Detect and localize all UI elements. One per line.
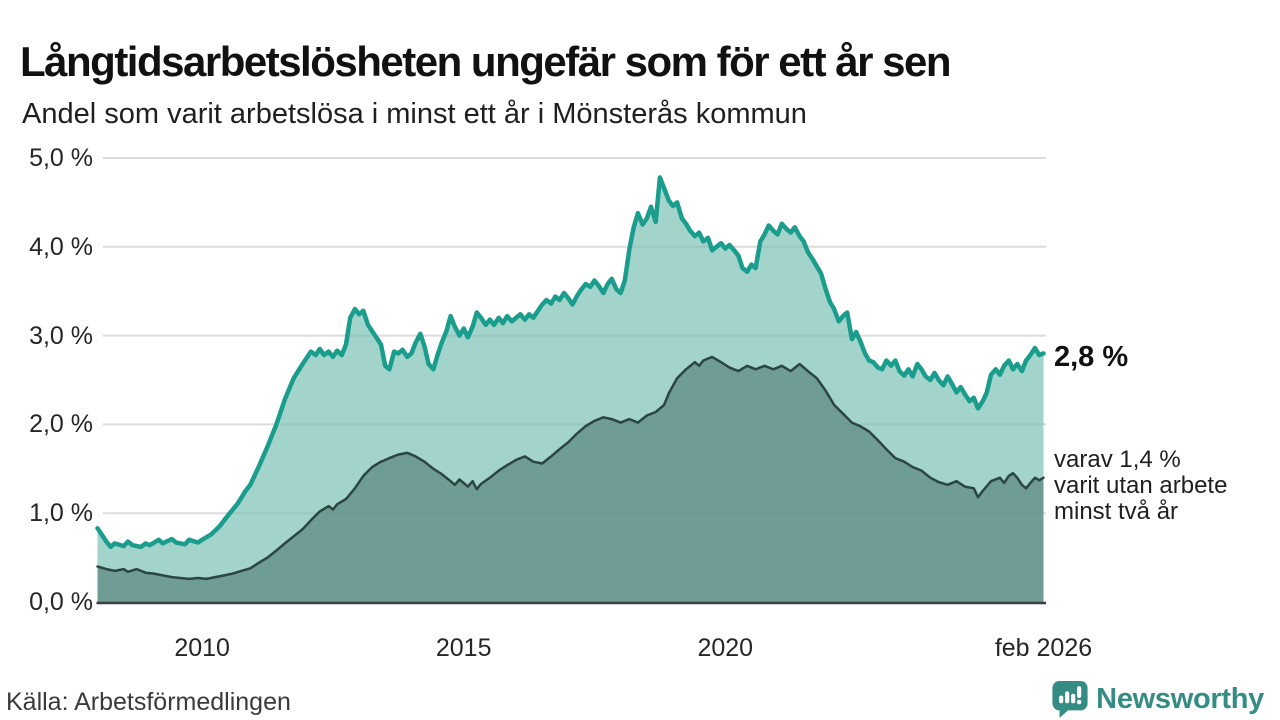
annotation-line: varav 1,4 % xyxy=(1054,446,1181,473)
x-tick-label: 2015 xyxy=(435,634,492,662)
y-tick-label: 3,0 % xyxy=(29,321,93,350)
x-tick-label: 2020 xyxy=(697,634,754,662)
newsworthy-logo: Newsworthy xyxy=(1051,679,1264,719)
y-tick-label: 1,0 % xyxy=(29,499,93,528)
latest-value-label: 2,8 % xyxy=(1054,341,1129,373)
annotation-line: minst två år xyxy=(1054,498,1179,525)
source-note: Källa: Arbetsförmedlingen xyxy=(6,688,291,716)
y-tick-label: 2,0 % xyxy=(29,410,93,439)
x-tick-label: 2010 xyxy=(174,634,230,662)
y-tick-label: 0,0 % xyxy=(29,588,93,616)
series-line-1 xyxy=(96,355,1045,581)
y-tick-label: 4,0 % xyxy=(29,232,93,261)
annotation-line: varit utan arbete xyxy=(1054,472,1228,499)
x-tick-label: feb 2026 xyxy=(994,634,1093,662)
chart-subtitle: Andel som varit arbetslösa i minst ett å… xyxy=(22,98,807,130)
y-tick-label: 5,0 % xyxy=(29,144,93,172)
secondary-series-annotation: varav 1,4 % varit utan arbete minst två … xyxy=(1054,447,1227,525)
series-area-0 xyxy=(97,177,1044,602)
newsworthy-icon xyxy=(1052,680,1088,718)
page-title: Långtidsarbetslösheten ungefär som för e… xyxy=(20,38,952,86)
series-line-0 xyxy=(95,175,1046,550)
newsworthy-wordmark: Newsworthy xyxy=(1096,683,1264,715)
series-area-1 xyxy=(97,356,1044,602)
